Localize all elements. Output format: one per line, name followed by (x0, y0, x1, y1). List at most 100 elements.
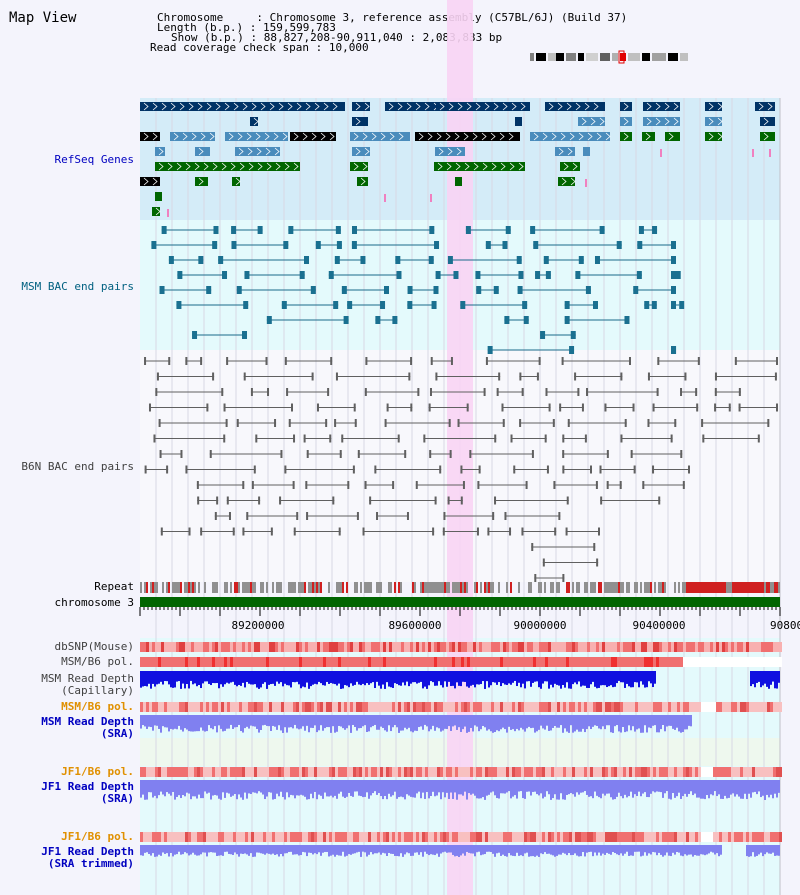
heat-cell (461, 702, 464, 712)
heat-cell (491, 657, 494, 667)
repeat-element (304, 582, 306, 593)
depth-bar (698, 780, 700, 798)
b6n-bac-track[interactable] (144, 357, 778, 582)
track-label-b6n-bac[interactable]: B6N BAC end pairs (21, 460, 134, 473)
depth-bar (404, 715, 406, 728)
repeat-element (312, 582, 314, 593)
depth-bar (446, 845, 448, 853)
depth-bar (498, 845, 500, 853)
heat-cell (335, 642, 338, 652)
bac-end (332, 496, 335, 505)
heat-cell (437, 657, 440, 667)
refseq-genes-track[interactable] (140, 102, 775, 217)
track-label-refseq[interactable]: RefSeq Genes (54, 153, 134, 166)
repeat-element (194, 582, 196, 593)
depth-bar (714, 780, 716, 792)
msm-bac-track[interactable] (151, 226, 685, 354)
depth-bar (560, 780, 562, 794)
heat-cell (608, 702, 611, 712)
bac-end (679, 301, 685, 309)
depth-bar (746, 780, 748, 800)
depth-bar (482, 715, 484, 726)
depth-bar (646, 715, 648, 733)
depth-bar (498, 780, 500, 799)
depth-bar (518, 780, 520, 792)
repeat-element (544, 582, 546, 593)
depth-bar (262, 671, 264, 684)
heat-cell (536, 702, 539, 712)
gene-strand-arrow (302, 132, 308, 141)
depth-bar (434, 715, 436, 731)
track-label-msm-bac[interactable]: MSM BAC end pairs (21, 280, 134, 293)
heat-cell (191, 702, 194, 712)
repeat-element (388, 582, 390, 593)
depth-bar (440, 715, 442, 732)
heat-cell (365, 832, 368, 842)
bac-end (671, 301, 676, 309)
bac-end (534, 574, 537, 582)
heat-cell (530, 767, 533, 777)
repeat-element (732, 582, 734, 593)
repeat-element (604, 582, 606, 593)
depth-bar (166, 671, 168, 682)
depth-bar (398, 671, 400, 686)
depth-bar (374, 845, 376, 854)
depth-bar (566, 845, 568, 856)
depth-bar (164, 780, 166, 797)
depth-bar (228, 671, 230, 684)
heat-cell (710, 767, 713, 777)
depth-bar (460, 715, 462, 732)
heat-cell (413, 832, 416, 842)
heat-cell (590, 657, 593, 667)
depth-bar (204, 780, 206, 792)
bac-end (595, 481, 598, 489)
depth-bar (578, 780, 580, 795)
chromosome-ideogram[interactable] (530, 50, 688, 64)
gene-strand-arrow (763, 117, 769, 126)
heat-cell (410, 642, 413, 652)
heat-cell (278, 657, 281, 667)
heat-cell (746, 657, 749, 667)
depth-bar (632, 671, 634, 688)
depth-bar (676, 845, 678, 852)
depth-bar (534, 845, 536, 857)
bac-end (404, 450, 407, 458)
track-label-msm-b6-pol-sra: MSM/B6 pol. (61, 700, 134, 713)
heat-cell (224, 702, 227, 712)
heat-cell (566, 702, 569, 712)
depth-bar (346, 671, 348, 686)
depth-bar (486, 780, 488, 796)
heat-cell (443, 642, 446, 652)
heat-cell (764, 702, 767, 712)
depth-bar (452, 715, 454, 727)
depth-bar (192, 845, 194, 853)
depth-bar (394, 845, 396, 856)
depth-bar (308, 845, 310, 853)
heat-cell (263, 832, 266, 842)
depth-bar (148, 715, 150, 727)
heat-cell (584, 657, 587, 667)
heat-cell (263, 767, 266, 777)
refseq-gene (357, 177, 368, 186)
bac-end (266, 316, 272, 324)
heat-cell (239, 702, 242, 712)
heat-cell (425, 642, 428, 652)
heat-cell (674, 657, 677, 667)
depth-bar (448, 671, 450, 682)
depth-bar (306, 715, 308, 726)
depth-bar (530, 715, 532, 729)
depth-bar (374, 715, 376, 725)
depth-bar (552, 780, 554, 799)
repeat-element (750, 582, 752, 593)
heat-cell (395, 657, 398, 667)
heat-cell (755, 832, 758, 842)
heat-cell (503, 642, 506, 652)
repeat-element (212, 582, 214, 593)
depth-bar (396, 845, 398, 857)
repeat-element (444, 582, 446, 593)
heat-cell (176, 702, 179, 712)
heat-cell (398, 767, 401, 777)
heat-cell (419, 702, 422, 712)
gene-strand-arrow (673, 117, 679, 126)
